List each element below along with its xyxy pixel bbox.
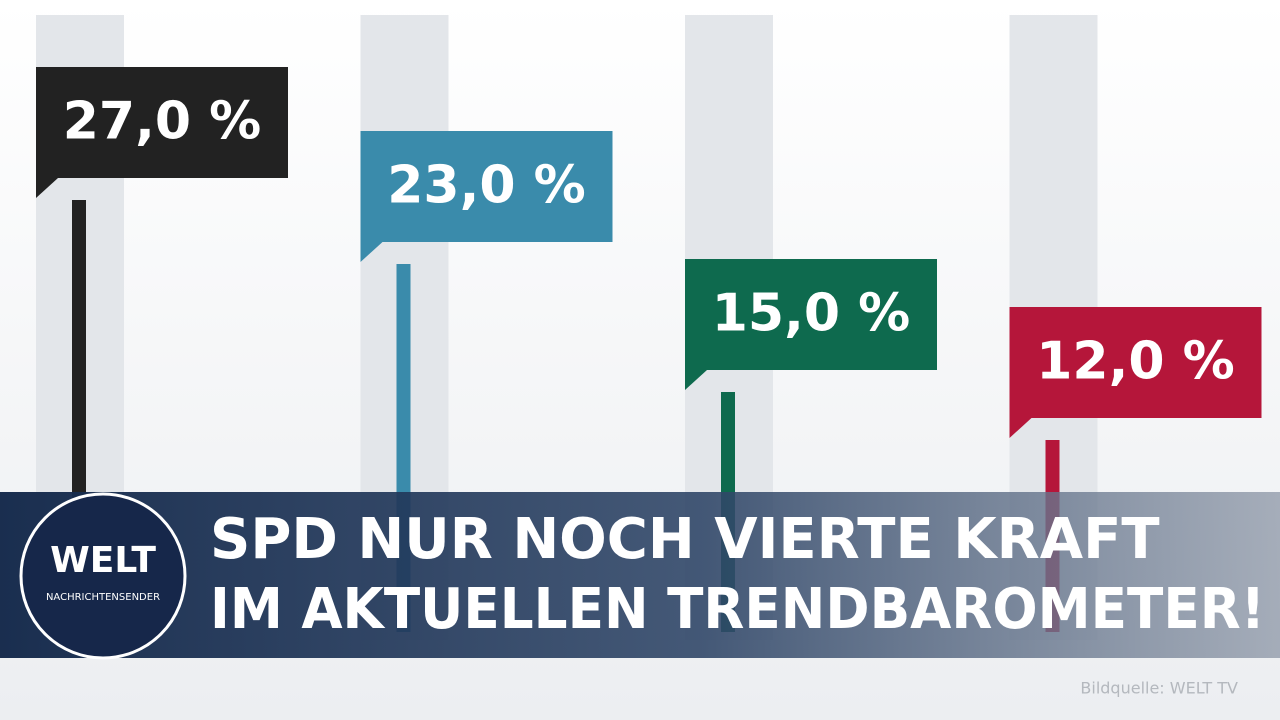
value-label: 27,0 % <box>63 92 262 152</box>
label-box <box>36 67 288 198</box>
logo-subtitle: NACHRICHTENSENDER <box>46 592 160 603</box>
source: Bildquelle: WELT TV <box>1080 679 1238 698</box>
banner <box>0 492 1280 658</box>
value-label: 23,0 % <box>387 156 586 216</box>
headline: IM AKTUELLEN TRENDBAROMETER! <box>210 577 1265 642</box>
headline: SPD NUR NOCH VIERTE KRAFT <box>210 507 1160 572</box>
label-box <box>360 131 613 262</box>
value-label: 15,0 % <box>712 284 911 344</box>
logo <box>19 492 187 660</box>
label-box <box>685 259 937 390</box>
label-box <box>1009 307 1262 438</box>
logo-name: WELT <box>50 540 156 581</box>
value-label: 12,0 % <box>1036 332 1235 392</box>
